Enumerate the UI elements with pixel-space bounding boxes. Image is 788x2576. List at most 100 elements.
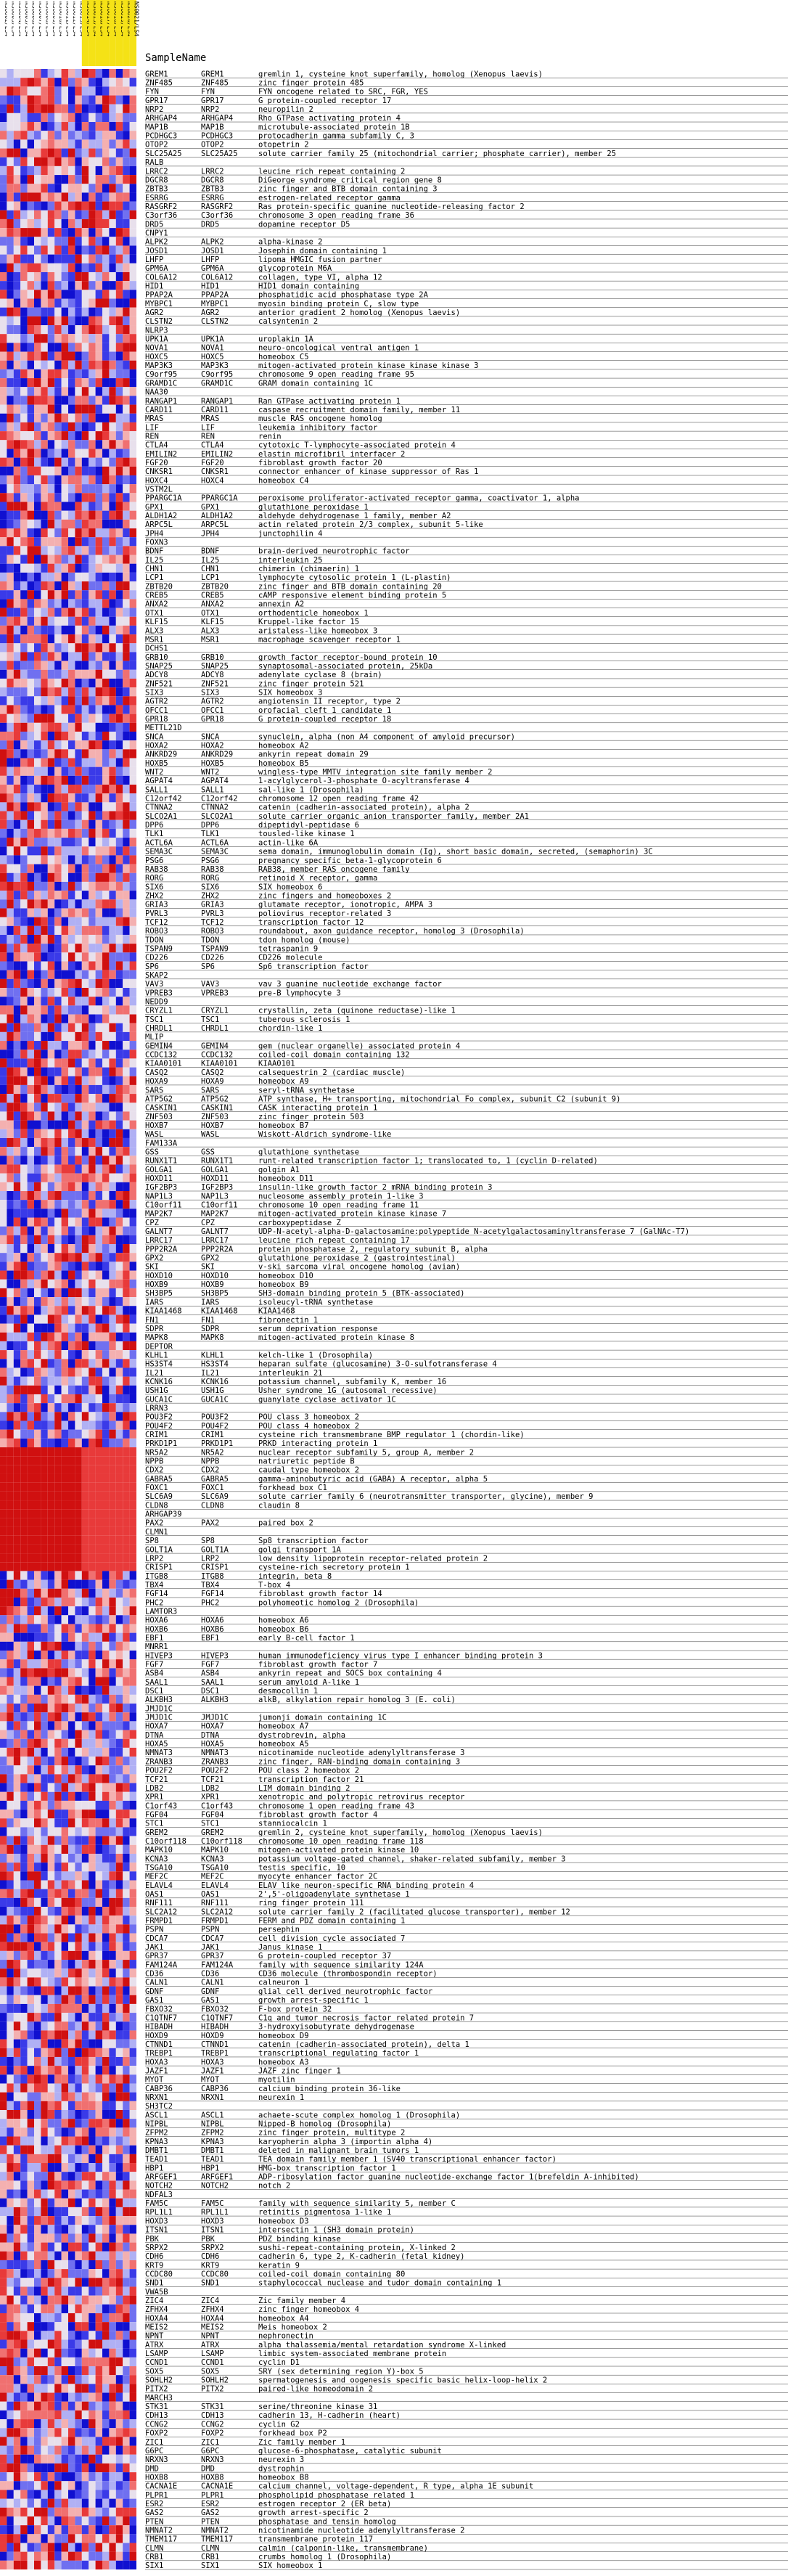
heatmap-cell xyxy=(28,1748,34,1757)
heatmap-cell xyxy=(62,520,68,528)
heatmap-cell xyxy=(48,846,54,855)
heatmap-cell xyxy=(89,228,95,237)
heatmap-cell xyxy=(109,1765,115,1774)
heatmap-cell xyxy=(102,290,109,298)
heatmap-cell xyxy=(7,793,13,802)
heatmap-cell xyxy=(14,1191,20,1200)
heatmap-cell xyxy=(123,1174,129,1182)
heatmap-cell xyxy=(82,502,89,510)
heatmap-cell xyxy=(48,670,54,679)
heatmap-cell xyxy=(102,1757,109,1765)
heatmap-cell xyxy=(116,944,123,952)
heatmap-cell xyxy=(75,1598,81,1606)
heatmap-cell xyxy=(116,1598,123,1606)
heatmap-cell xyxy=(82,988,89,997)
row-label-symbol: ROBO3 xyxy=(145,927,168,936)
heatmap-cell xyxy=(62,1068,68,1076)
heatmap-cell xyxy=(14,158,20,166)
heatmap-cell xyxy=(14,369,20,378)
heatmap-cell xyxy=(41,1465,47,1473)
heatmap-cell xyxy=(82,228,89,237)
heatmap-cell xyxy=(89,1748,95,1757)
heatmap-cell xyxy=(75,210,81,219)
heatmap-cell xyxy=(130,749,136,758)
heatmap-cell xyxy=(62,1377,68,1386)
heatmap-cell xyxy=(109,1377,115,1386)
heatmap-cell xyxy=(54,1262,61,1270)
heatmap-cell xyxy=(89,1227,95,1235)
heatmap-cell xyxy=(116,1810,123,1818)
heatmap-cell xyxy=(54,899,61,908)
heatmap-cell xyxy=(54,1280,61,1288)
heatmap-cell xyxy=(109,1129,115,1138)
heatmap-cell xyxy=(116,1271,123,1280)
heatmap-cell xyxy=(96,458,102,467)
heatmap-cell xyxy=(41,1651,47,1659)
heatmap-cell xyxy=(28,1863,34,1871)
heatmap-cell xyxy=(89,1085,95,1094)
heatmap-cell xyxy=(89,1041,95,1050)
heatmap-cell xyxy=(48,1545,54,1553)
heatmap-cell xyxy=(0,449,7,457)
heatmap-cell xyxy=(130,1615,136,1624)
heatmap-cell xyxy=(7,988,13,997)
heatmap-cell xyxy=(68,1677,75,1686)
heatmap-cell xyxy=(34,1447,41,1456)
heatmap-cell xyxy=(34,440,41,449)
heatmap-cell xyxy=(0,944,7,952)
heatmap-cell xyxy=(109,1659,115,1668)
heatmap-cell xyxy=(0,1403,7,1412)
row-label-symbol: JOSD1 xyxy=(145,247,168,255)
heatmap-cell xyxy=(54,705,61,713)
heatmap-cell xyxy=(34,1262,41,1270)
heatmap-cell xyxy=(102,1518,109,1526)
heatmap-cell xyxy=(75,740,81,749)
heatmap-cell xyxy=(123,1023,129,1032)
heatmap-cell xyxy=(28,961,34,970)
heatmap-cell xyxy=(89,502,95,510)
heatmap-cell xyxy=(20,1076,27,1085)
heatmap-cell xyxy=(123,1836,129,1845)
row-label-symbol: EMILIN2 xyxy=(145,450,177,459)
heatmap-cell xyxy=(28,1324,34,1333)
heatmap-cell xyxy=(130,1023,136,1032)
heatmap-cell xyxy=(7,1015,13,1023)
heatmap-cell xyxy=(48,475,54,484)
heatmap-cell xyxy=(123,369,129,378)
heatmap-cell xyxy=(20,1015,27,1023)
row-label-symbol: ZRANB3 xyxy=(145,1757,173,1766)
row-label-description: zinc fingers and homeoboxes 2 xyxy=(258,891,391,900)
heatmap-cell xyxy=(28,1420,34,1429)
heatmap-cell xyxy=(41,891,47,899)
heatmap-cell xyxy=(28,334,34,343)
heatmap-cell xyxy=(48,1871,54,1880)
heatmap-cell xyxy=(0,1545,7,1553)
heatmap-cell xyxy=(82,414,89,422)
heatmap-cell xyxy=(123,210,129,219)
heatmap-cell xyxy=(41,1757,47,1765)
heatmap-cell xyxy=(62,219,68,228)
heatmap-cell xyxy=(89,846,95,855)
row-label-symbol: RASGRF2 xyxy=(145,203,177,211)
row-label-description: junctophilin 4 xyxy=(258,529,323,538)
heatmap-cell xyxy=(7,113,13,122)
heatmap-cell xyxy=(28,581,34,590)
heatmap-cell xyxy=(28,1589,34,1598)
heatmap-cell xyxy=(28,1050,34,1058)
heatmap-cell xyxy=(109,776,115,785)
heatmap-cell xyxy=(68,1147,75,1156)
row-label-gene: SLC6A9 xyxy=(201,1492,229,1501)
heatmap-cell xyxy=(96,1412,102,1420)
heatmap-cell xyxy=(123,1730,129,1739)
heatmap-cell xyxy=(7,1447,13,1456)
heatmap-cell xyxy=(14,997,20,1005)
heatmap-cell xyxy=(20,970,27,979)
row-label-description: interleukin 21 xyxy=(258,1369,323,1378)
heatmap-cell xyxy=(7,405,13,414)
heatmap-cell xyxy=(62,537,68,546)
heatmap-cell xyxy=(48,749,54,758)
heatmap-cell xyxy=(41,192,47,201)
heatmap-cell xyxy=(130,634,136,643)
heatmap-cell xyxy=(102,687,109,696)
heatmap-cell xyxy=(54,396,61,404)
